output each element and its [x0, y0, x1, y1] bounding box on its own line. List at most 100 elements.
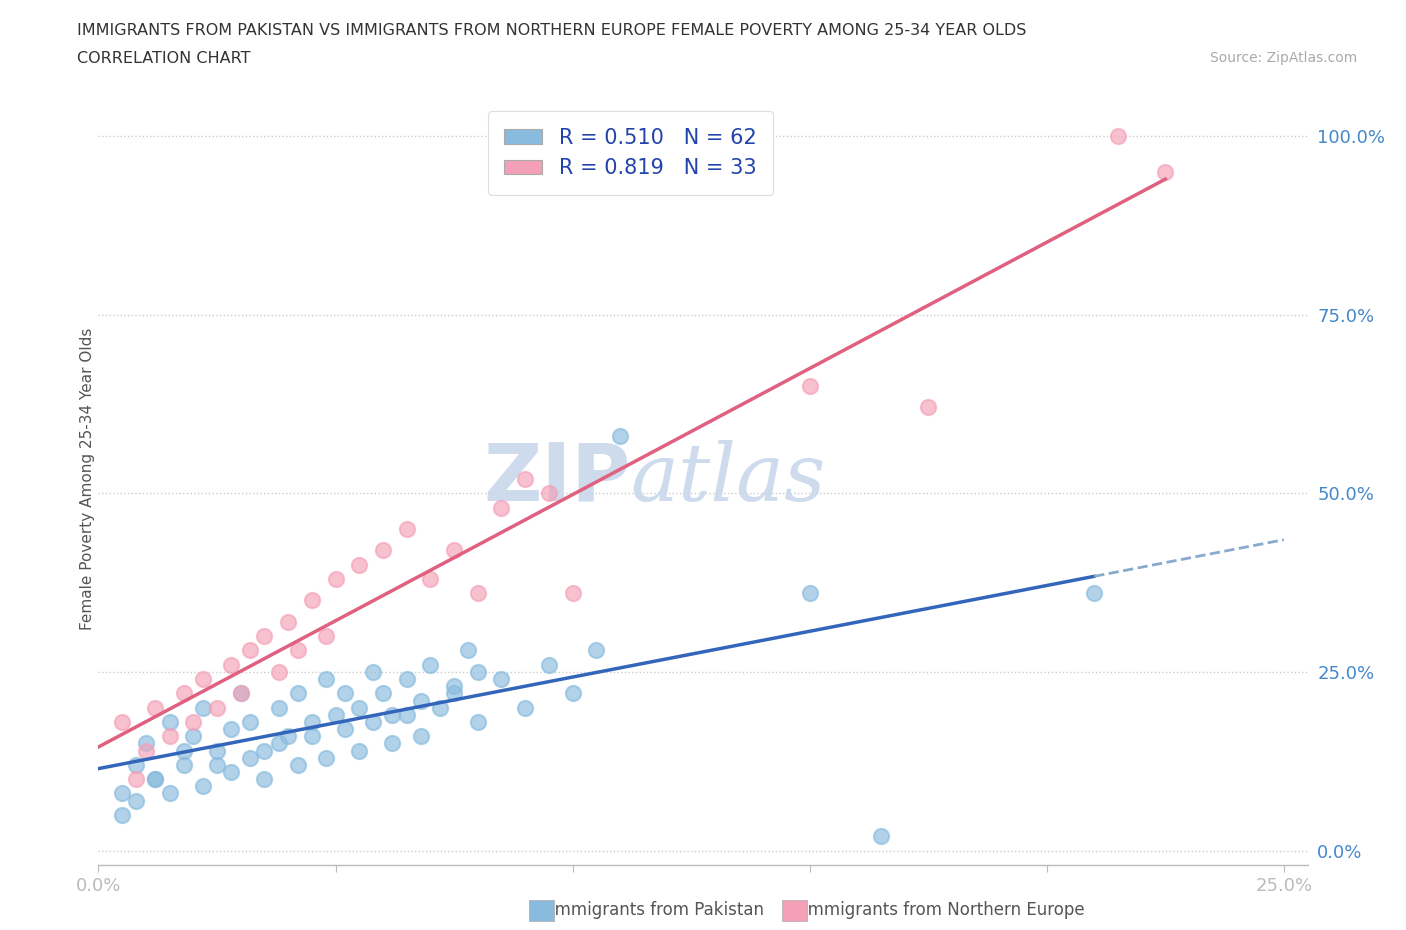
Point	[135, 736, 157, 751]
Point	[585, 643, 607, 658]
Point	[395, 671, 418, 686]
Point	[181, 729, 204, 744]
Point	[409, 729, 432, 744]
Point	[125, 793, 148, 808]
Point	[205, 700, 228, 715]
Point	[267, 736, 290, 751]
Point	[191, 671, 214, 686]
Point	[173, 743, 195, 758]
Point	[395, 522, 418, 537]
Point	[409, 693, 432, 708]
Point	[443, 543, 465, 558]
Point	[229, 686, 252, 701]
Point	[515, 700, 537, 715]
Point	[111, 786, 134, 801]
Text: CORRELATION CHART: CORRELATION CHART	[77, 51, 250, 66]
Point	[1083, 586, 1105, 601]
Point	[429, 700, 451, 715]
Point	[443, 679, 465, 694]
Point	[325, 572, 347, 587]
Point	[253, 629, 276, 644]
Point	[125, 772, 148, 787]
Point	[181, 714, 204, 729]
Point	[491, 500, 513, 515]
Point	[325, 708, 347, 723]
Point	[205, 757, 228, 772]
Point	[315, 671, 337, 686]
Point	[159, 714, 181, 729]
Point	[159, 786, 181, 801]
Point	[515, 472, 537, 486]
Point	[467, 586, 489, 601]
Point	[111, 807, 134, 822]
Point	[135, 743, 157, 758]
Point	[1107, 128, 1129, 143]
Point	[1154, 165, 1177, 179]
Point	[253, 743, 276, 758]
Point	[457, 643, 479, 658]
Point	[363, 665, 385, 680]
Point	[315, 751, 337, 765]
Point	[173, 757, 195, 772]
Point	[143, 772, 166, 787]
Point	[799, 379, 821, 393]
Point	[125, 757, 148, 772]
Point	[561, 686, 583, 701]
Point	[301, 729, 323, 744]
Point	[869, 829, 891, 844]
Point	[205, 743, 228, 758]
Point	[239, 751, 262, 765]
Point	[443, 686, 465, 701]
Point	[159, 729, 181, 744]
Point	[371, 543, 394, 558]
Point	[219, 722, 242, 737]
Text: atlas: atlas	[630, 440, 825, 518]
Point	[333, 686, 356, 701]
Point	[287, 757, 309, 772]
Point	[173, 686, 195, 701]
Point	[363, 714, 385, 729]
Point	[219, 764, 242, 779]
Point	[191, 778, 214, 793]
Y-axis label: Female Poverty Among 25-34 Year Olds: Female Poverty Among 25-34 Year Olds	[80, 327, 94, 631]
Point	[253, 772, 276, 787]
Point	[371, 686, 394, 701]
Point	[381, 736, 404, 751]
Point	[301, 714, 323, 729]
Point	[267, 665, 290, 680]
Point	[229, 686, 252, 701]
Point	[301, 593, 323, 608]
Point	[191, 700, 214, 715]
Point	[277, 729, 299, 744]
Point	[419, 572, 441, 587]
Legend: R = 0.510   N = 62, R = 0.819   N = 33: R = 0.510 N = 62, R = 0.819 N = 33	[488, 112, 773, 195]
Point	[315, 629, 337, 644]
Point	[287, 643, 309, 658]
Point	[381, 708, 404, 723]
Point	[917, 400, 939, 415]
Point	[239, 714, 262, 729]
Point	[561, 586, 583, 601]
Text: Immigrants from Pakistan: Immigrants from Pakistan	[534, 900, 765, 919]
Point	[219, 658, 242, 672]
Point	[267, 700, 290, 715]
Point	[537, 658, 560, 672]
Point	[111, 714, 134, 729]
Point	[347, 700, 370, 715]
Point	[239, 643, 262, 658]
Text: Immigrants from Northern Europe: Immigrants from Northern Europe	[787, 900, 1085, 919]
Point	[143, 772, 166, 787]
Point	[419, 658, 441, 672]
Point	[287, 686, 309, 701]
Point	[347, 743, 370, 758]
Point	[467, 714, 489, 729]
Text: ZIP: ZIP	[484, 440, 630, 518]
Point	[491, 671, 513, 686]
Point	[347, 557, 370, 572]
Point	[277, 615, 299, 630]
Point	[799, 586, 821, 601]
Text: Source: ZipAtlas.com: Source: ZipAtlas.com	[1209, 51, 1357, 65]
Text: IMMIGRANTS FROM PAKISTAN VS IMMIGRANTS FROM NORTHERN EUROPE FEMALE POVERTY AMONG: IMMIGRANTS FROM PAKISTAN VS IMMIGRANTS F…	[77, 23, 1026, 38]
Point	[395, 708, 418, 723]
Point	[143, 700, 166, 715]
